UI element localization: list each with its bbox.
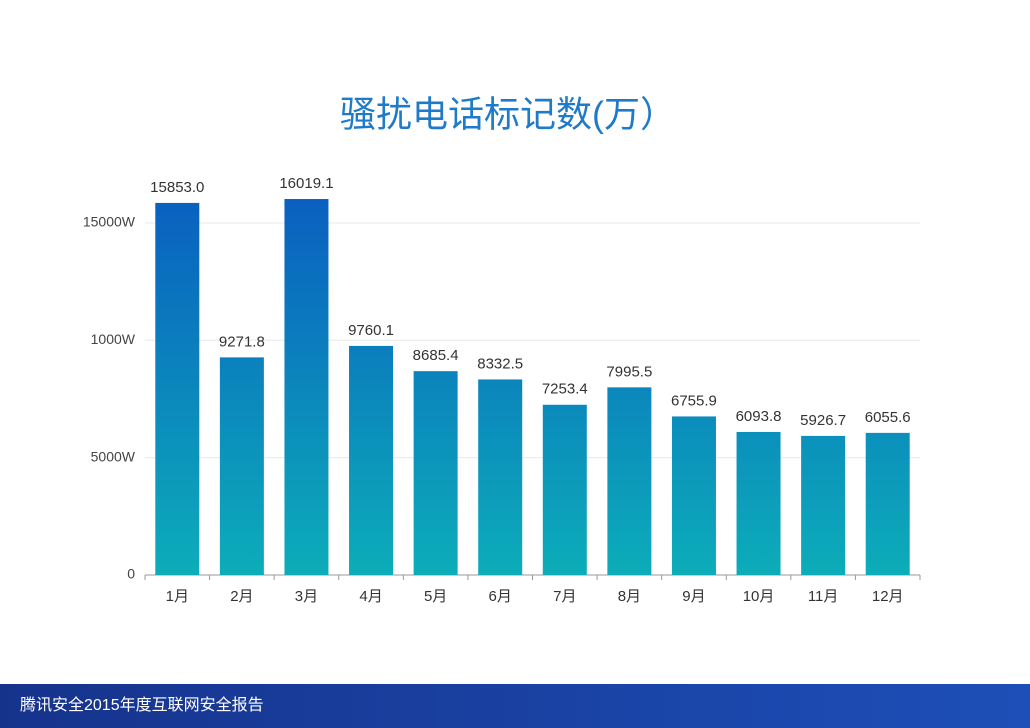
bar — [736, 431, 781, 575]
x-tick-label: 3月 — [295, 588, 318, 605]
value-label: 16019.1 — [279, 175, 333, 192]
bar — [478, 379, 523, 575]
value-label: 6755.9 — [671, 392, 717, 409]
bar — [607, 387, 652, 575]
value-label: 15853.0 — [150, 179, 204, 196]
bar — [219, 357, 264, 575]
value-label: 8685.4 — [413, 347, 459, 364]
value-label: 7253.4 — [542, 381, 588, 398]
x-tick-label: 2月 — [230, 588, 253, 605]
bar — [671, 416, 716, 575]
bar — [542, 404, 587, 575]
y-tick-label: 1000W — [91, 331, 136, 347]
x-tick-label: 9月 — [682, 588, 705, 605]
x-tick-label: 5月 — [424, 588, 447, 605]
x-tick-label: 10月 — [743, 588, 775, 605]
bar — [413, 371, 458, 575]
value-label: 5926.7 — [800, 412, 846, 429]
x-tick-label: 4月 — [359, 588, 382, 605]
value-label: 9760.1 — [348, 322, 394, 339]
y-tick-label: 5000W — [91, 448, 136, 464]
bar — [801, 435, 846, 575]
x-tick-label: 8月 — [618, 588, 641, 605]
bar — [284, 199, 329, 576]
bar — [865, 432, 910, 575]
value-label: 7995.5 — [606, 363, 652, 380]
y-tick-label: 0 — [127, 566, 135, 582]
chart-title: 骚扰电话标记数(万） — [340, 94, 676, 135]
value-label: 6055.6 — [865, 409, 911, 426]
footer-bar — [0, 684, 1030, 728]
x-tick-label: 11月 — [808, 588, 839, 605]
x-tick-label: 1月 — [166, 588, 189, 605]
bar — [155, 202, 200, 575]
x-tick-label: 6月 — [489, 588, 512, 605]
y-tick-label: 15000W — [83, 214, 136, 230]
x-tick-label: 12月 — [872, 588, 904, 605]
value-label: 6093.8 — [736, 408, 782, 425]
bar — [349, 345, 394, 575]
value-label: 9271.8 — [219, 333, 265, 350]
value-label: 8332.5 — [477, 355, 523, 372]
x-tick-label: 7月 — [553, 588, 576, 605]
footer-text: 腾讯安全2015年度互联网安全报告 — [20, 696, 264, 714]
